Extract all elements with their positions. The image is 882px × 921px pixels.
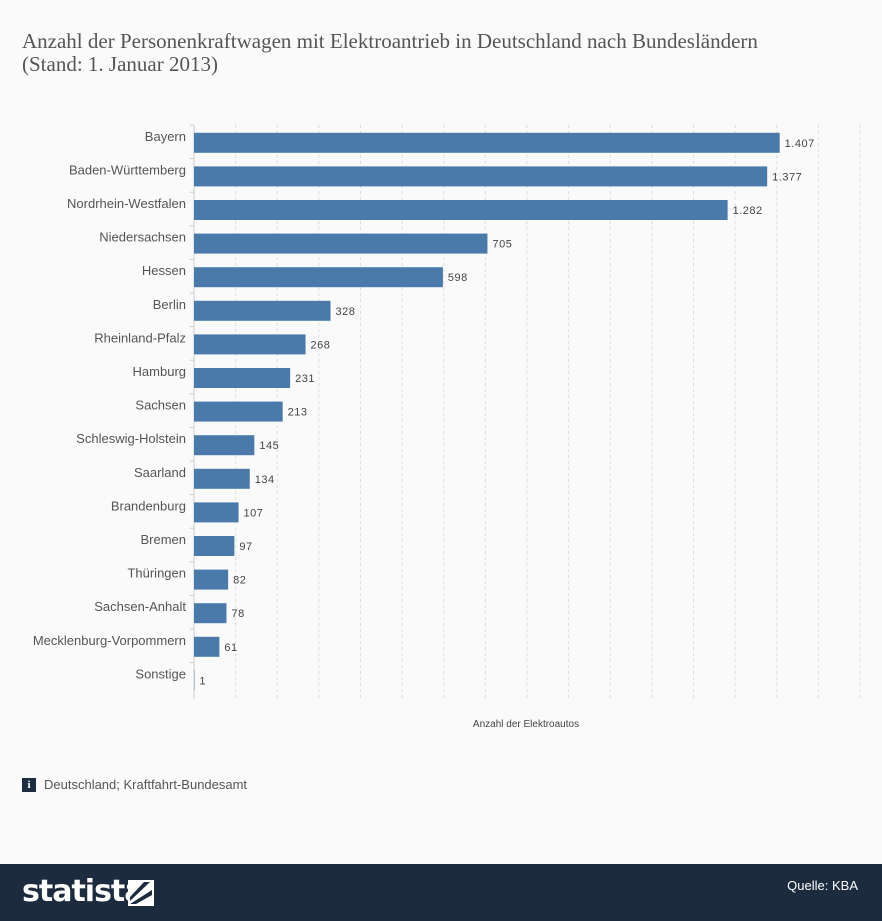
bar-mecklenburg-vorpommern[interactable] xyxy=(194,636,220,657)
category-label: Hessen xyxy=(142,263,186,278)
category-label: Baden-Württemberg xyxy=(69,162,186,177)
statista-logo-icon xyxy=(128,880,154,906)
statista-logo[interactable]: statista xyxy=(22,874,145,909)
value-label: 598 xyxy=(448,272,468,284)
category-label: Brandenburg xyxy=(111,498,186,513)
chart-title: Anzahl der Personenkraftwagen mit Elektr… xyxy=(22,29,758,76)
source-credit: Quelle: KBA xyxy=(787,878,858,893)
bar-thüringen[interactable] xyxy=(194,569,229,590)
bar-saarland[interactable] xyxy=(194,468,250,489)
category-label: Sonstige xyxy=(135,666,186,681)
y-axis xyxy=(190,124,195,700)
bar-niedersachsen[interactable] xyxy=(194,233,488,254)
value-label: 213 xyxy=(288,407,308,419)
category-label: Saarland xyxy=(134,465,186,480)
category-label: Niedersachsen xyxy=(99,230,186,245)
source-note: Deutschland; Kraftfahrt-Bundesamt xyxy=(44,777,248,792)
bar-schleswig-holstein[interactable] xyxy=(194,435,255,456)
value-label: 97 xyxy=(239,541,252,553)
category-label: Rheinland-Pfalz xyxy=(94,330,186,345)
bar-berlin[interactable] xyxy=(194,300,331,321)
bar-hessen[interactable] xyxy=(194,267,443,288)
info-icon[interactable]: i xyxy=(22,777,36,792)
bar-baden-württemberg[interactable] xyxy=(194,166,768,187)
category-label: Nordrhein-Westfalen xyxy=(67,196,186,211)
value-labels: 1.407 1.377 1.282 705 598 328 268 231 213 145 134 1… xyxy=(199,138,814,688)
value-label: 1.407 xyxy=(785,138,815,150)
bar-bremen[interactable] xyxy=(194,536,235,556)
bar-chart: Bayern Baden-Württemberg Nordrhein-Westfal… xyxy=(33,124,861,730)
category-label: Bremen xyxy=(140,532,186,547)
value-label: 107 xyxy=(244,507,264,519)
category-label: Bayern xyxy=(145,129,186,144)
category-label: Thüringen xyxy=(127,566,186,581)
bars xyxy=(194,132,780,691)
category-label: Mecklenburg-Vorpommern xyxy=(33,633,186,648)
source-info: i Deutschland; Kraftfahrt-Bundesamt xyxy=(22,777,247,792)
category-label: Hamburg xyxy=(133,364,186,379)
value-label: 134 xyxy=(255,474,275,486)
value-label: 268 xyxy=(311,339,331,351)
category-labels: Bayern Baden-Württemberg Nordrhein-Westfal… xyxy=(33,129,187,682)
value-label: 61 xyxy=(224,642,237,654)
value-label: 328 xyxy=(336,306,356,318)
value-label: 705 xyxy=(492,239,512,251)
bar-hamburg[interactable] xyxy=(194,368,291,388)
value-label: 231 xyxy=(295,373,315,385)
bar-bayern[interactable] xyxy=(194,132,780,153)
footer: statista Quelle: KBA xyxy=(0,864,882,921)
value-label: 1 xyxy=(199,675,206,687)
category-label: Sachsen xyxy=(135,398,186,413)
value-label: 1.282 xyxy=(733,205,763,217)
category-label: Sachsen-Anhalt xyxy=(94,599,186,614)
bar-nordrhein-westfalen[interactable] xyxy=(194,200,728,220)
category-label: Berlin xyxy=(153,297,186,312)
value-label: 78 xyxy=(231,608,244,620)
bar-sachsen-anhalt[interactable] xyxy=(194,603,227,624)
x-axis-title: Anzahl der Elektroautos xyxy=(473,719,579,730)
category-label: Schleswig-Holstein xyxy=(76,431,186,446)
bar-rheinland-pfalz[interactable] xyxy=(194,334,306,355)
bar-sachsen[interactable] xyxy=(194,401,283,422)
bar-brandenburg[interactable] xyxy=(194,502,239,523)
value-label: 145 xyxy=(259,440,279,452)
value-label: 1.377 xyxy=(772,171,802,183)
value-label: 82 xyxy=(233,575,246,587)
